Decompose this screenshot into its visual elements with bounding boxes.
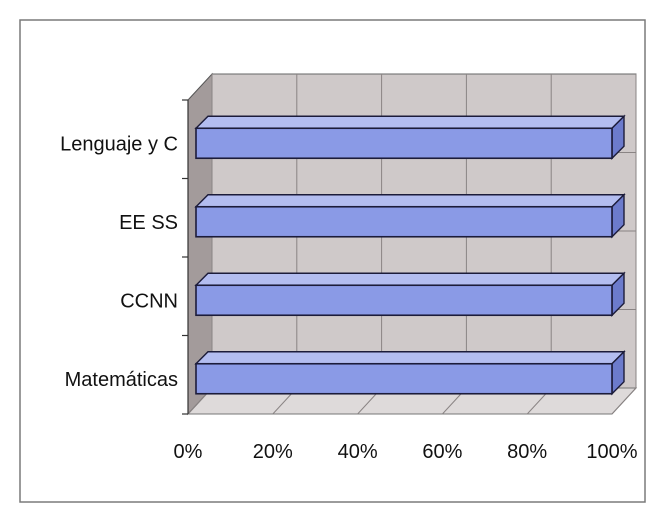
bars — [194, 114, 626, 396]
bar-top-face — [194, 194, 626, 208]
bar-matemáticas — [194, 350, 626, 396]
category-label: Matemáticas — [65, 369, 178, 391]
category-label: EE SS — [119, 212, 178, 234]
bar-ee-ss — [194, 193, 626, 239]
bar-front-face — [195, 284, 613, 317]
category-label: CCNN — [120, 290, 178, 312]
bar-lenguaje-y-c — [194, 114, 626, 160]
bar-top-face — [194, 272, 626, 286]
bar-ccnn — [194, 271, 626, 317]
x-tick-label: 80% — [507, 441, 547, 463]
x-tick-label: 100% — [586, 441, 637, 463]
bar-front-face — [195, 362, 613, 395]
x-tick-label: 0% — [174, 441, 203, 463]
category-labels: Lenguaje y C EE SS CCNN Matemáticas — [60, 133, 178, 391]
x-tick-label: 40% — [338, 441, 378, 463]
x-tick-label: 20% — [253, 441, 293, 463]
category-label: Lenguaje y C — [60, 133, 178, 155]
bar-top-face — [194, 115, 626, 129]
category-axis — [182, 99, 189, 415]
gridline-floor — [611, 387, 637, 415]
x-tick-labels: 0% 20% 40% 60% 80% 100% — [174, 441, 638, 463]
bar-top-face — [194, 351, 626, 365]
bar-front-face — [195, 127, 613, 160]
x-tick-label: 60% — [422, 441, 462, 463]
bar-front-face — [195, 205, 613, 238]
